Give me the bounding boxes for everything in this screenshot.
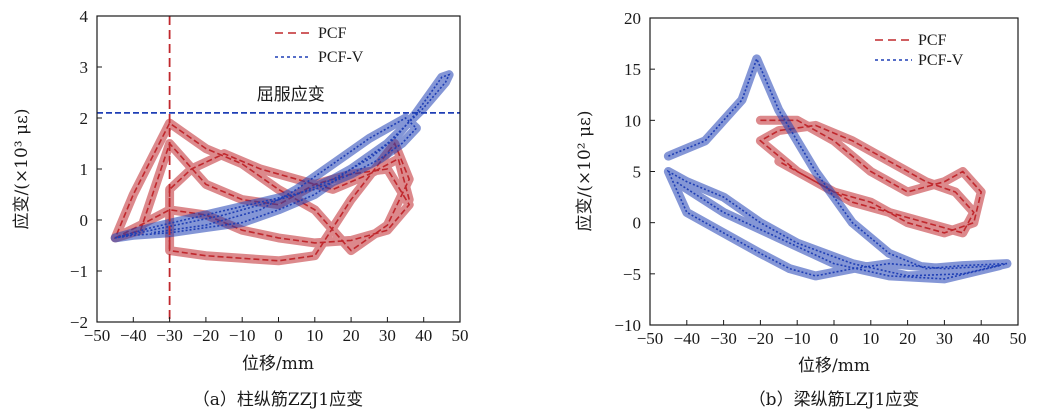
x-axis: −50 −40 −30 −20 −10 0 10 20 30 40 50 <box>84 317 469 345</box>
y-tick-label: −5 <box>623 265 641 284</box>
x-tick-label: −30 <box>710 329 737 348</box>
x-tick-label: −20 <box>747 329 774 348</box>
pcf-v-curve <box>114 73 451 239</box>
x-tick-label: −50 <box>637 329 664 348</box>
legend-label-pcf-v: PCF-V <box>318 49 364 66</box>
legend: PCF PCF-V <box>875 32 964 69</box>
y-tick-label: 2 <box>80 109 89 128</box>
x-axis-label: 位移/mm <box>798 356 870 376</box>
y-tick-label: 1 <box>80 160 89 179</box>
y-tick-label: −1 <box>70 262 88 281</box>
y-tick-label: 0 <box>633 214 642 233</box>
legend-label-pcf: PCF <box>318 25 347 42</box>
y-axis-label: 应变/(×10² με) <box>575 111 595 232</box>
y-tick-label: 4 <box>80 7 89 26</box>
y-tick-label: 3 <box>80 58 89 77</box>
legend-label-pcf: PCF <box>918 32 947 49</box>
y-axis: −10 −5 0 5 10 15 20 <box>614 9 655 335</box>
y-tick-label: −10 <box>614 316 641 335</box>
y-tick-label: 10 <box>624 111 641 130</box>
series-pcf-v <box>663 54 1012 284</box>
x-tick-label: −30 <box>156 326 183 345</box>
y-tick-label: −2 <box>70 313 88 332</box>
x-tick-label: −50 <box>84 326 111 345</box>
x-tick-label: −10 <box>784 329 811 348</box>
reference-lines <box>97 16 460 322</box>
y-tick-label: 5 <box>633 163 642 182</box>
x-tick-label: 0 <box>274 326 283 345</box>
x-tick-label: 40 <box>973 329 990 348</box>
x-tick-label: −20 <box>193 326 220 345</box>
y-tick-label: 15 <box>624 60 641 79</box>
y-tick-label: 0 <box>80 211 89 230</box>
y-axis-label: 应变/(×10³ με) <box>12 109 32 230</box>
chart-b: −50 −40 −30 −20 −10 0 10 20 30 40 50 −10−505101520… <box>575 9 1027 410</box>
y-axis: −2 −1 0 1 2 3 4 <box>70 7 102 332</box>
series-pcf <box>755 115 986 238</box>
x-tick-label: 30 <box>379 326 396 345</box>
pcf-v-curve <box>666 56 1008 280</box>
x-tick-label: 40 <box>415 326 432 345</box>
x-tick-label: −10 <box>229 326 256 345</box>
series-pcf-v <box>110 70 454 243</box>
x-axis: −50 −40 −30 −20 −10 0 10 20 30 40 50 <box>637 320 1027 348</box>
pcf-curve <box>113 121 411 262</box>
x-tick-label: 20 <box>899 329 916 348</box>
x-tick-label: −40 <box>120 326 147 345</box>
x-axis-label: 位移/mm <box>242 354 314 374</box>
x-tick-label: 50 <box>1010 329 1027 348</box>
x-tick-label: −40 <box>674 329 701 348</box>
legend-label-pcf-v: PCF-V <box>918 52 964 69</box>
caption-b: （b）梁纵筋LZJ1应变 <box>749 390 920 410</box>
x-tick-label: 20 <box>343 326 360 345</box>
x-tick-label: 0 <box>830 329 839 348</box>
series-pcf <box>110 118 414 266</box>
legend: PCF PCF-V <box>275 25 364 66</box>
pcf-curve <box>758 119 983 234</box>
x-tick-label: 10 <box>306 326 323 345</box>
x-tick-label: 50 <box>452 326 469 345</box>
x-tick-label: 10 <box>862 329 879 348</box>
pcf-v-curve-band <box>663 54 1012 284</box>
caption-a: （a）柱纵筋ZZJ1应变 <box>193 390 363 410</box>
y-tick-label: 20 <box>624 9 641 28</box>
yield-strain-annotation: 屈服应变 <box>257 85 325 105</box>
x-tick-label: 30 <box>936 329 953 348</box>
